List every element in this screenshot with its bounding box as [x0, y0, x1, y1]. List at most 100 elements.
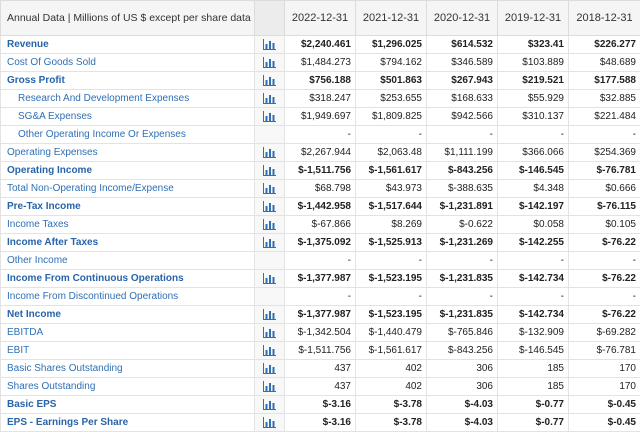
value-cell: $794.162 — [356, 54, 427, 72]
chart-icon-cell[interactable] — [255, 396, 285, 414]
value-cell: $-1,231.891 — [427, 198, 498, 216]
value-cell: $-1,523.195 — [356, 270, 427, 288]
chart-icon-cell[interactable] — [255, 342, 285, 360]
row-label-link[interactable]: Cost Of Goods Sold — [1, 54, 255, 72]
chart-icon-cell[interactable] — [255, 360, 285, 378]
chart-icon-cell[interactable] — [255, 162, 285, 180]
value-cell: $-1,511.756 — [285, 162, 356, 180]
value-cell: - — [285, 288, 356, 306]
bar-chart-icon[interactable] — [263, 363, 276, 374]
value-cell: $-76.781 — [569, 162, 640, 180]
row-label-link[interactable]: Shares Outstanding — [1, 378, 255, 396]
row-label-link[interactable]: Operating Income — [1, 162, 255, 180]
table-row: Total Non-Operating Income/Expense$68.79… — [1, 180, 640, 198]
bar-chart-icon[interactable] — [263, 327, 276, 338]
row-label-link[interactable]: EBITDA — [1, 324, 255, 342]
bar-chart-icon[interactable] — [263, 381, 276, 392]
row-label-link[interactable]: Net Income — [1, 306, 255, 324]
row-label-link[interactable]: SG&A Expenses — [1, 108, 255, 126]
chart-icon-cell[interactable] — [255, 306, 285, 324]
chart-icon-cell[interactable] — [255, 54, 285, 72]
chart-icon-cell — [255, 252, 285, 270]
row-label-link[interactable]: Basic Shares Outstanding — [1, 360, 255, 378]
year-header: 2021-12-31 — [356, 1, 427, 36]
bar-chart-icon[interactable] — [263, 273, 276, 284]
row-label-link[interactable]: Basic EPS — [1, 396, 255, 414]
chart-icon-cell[interactable] — [255, 414, 285, 432]
bar-chart-icon[interactable] — [263, 39, 276, 50]
row-label-link[interactable]: Income Taxes — [1, 216, 255, 234]
bar-chart-icon[interactable] — [263, 417, 276, 428]
value-cell: $942.566 — [427, 108, 498, 126]
table-header-icon-column — [255, 1, 285, 36]
chart-icon-cell — [255, 126, 285, 144]
table-row: Operating Expenses$2,267.944$2,063.48$1,… — [1, 144, 640, 162]
bar-chart-icon[interactable] — [263, 57, 276, 68]
row-label-link[interactable]: Operating Expenses — [1, 144, 255, 162]
table-row: Operating Income$-1,511.756$-1,561.617$-… — [1, 162, 640, 180]
chart-icon-cell[interactable] — [255, 324, 285, 342]
chart-icon-cell[interactable] — [255, 72, 285, 90]
bar-chart-icon[interactable] — [263, 111, 276, 122]
value-cell: $-3.16 — [285, 414, 356, 432]
chart-icon-cell[interactable] — [255, 180, 285, 198]
value-cell: $2,240.461 — [285, 36, 356, 54]
row-label-link[interactable]: Other Operating Income Or Expenses — [1, 126, 255, 144]
value-cell: - — [356, 126, 427, 144]
year-header: 2018-12-31 — [569, 1, 640, 36]
bar-chart-icon[interactable] — [263, 183, 276, 194]
bar-chart-icon[interactable] — [263, 165, 276, 176]
chart-icon-cell[interactable] — [255, 270, 285, 288]
chart-icon-cell[interactable] — [255, 90, 285, 108]
bar-chart-icon[interactable] — [263, 201, 276, 212]
row-label-link[interactable]: Research And Development Expenses — [1, 90, 255, 108]
year-header: 2020-12-31 — [427, 1, 498, 36]
chart-icon-cell[interactable] — [255, 198, 285, 216]
chart-icon-cell[interactable] — [255, 216, 285, 234]
value-cell: - — [569, 288, 640, 306]
table-row: Revenue$2,240.461$1,296.025$614.532$323.… — [1, 36, 640, 54]
bar-chart-icon[interactable] — [263, 237, 276, 248]
row-label-link[interactable]: Gross Profit — [1, 72, 255, 90]
chart-icon-cell[interactable] — [255, 378, 285, 396]
chart-icon-cell[interactable] — [255, 234, 285, 252]
bar-chart-icon[interactable] — [263, 93, 276, 104]
value-cell: $-3.78 — [356, 396, 427, 414]
value-cell: $32.885 — [569, 90, 640, 108]
value-cell: $-388.635 — [427, 180, 498, 198]
value-cell: $43.973 — [356, 180, 427, 198]
bar-chart-icon[interactable] — [263, 75, 276, 86]
value-cell: $-1,523.195 — [356, 306, 427, 324]
bar-chart-icon[interactable] — [263, 399, 276, 410]
row-label-link[interactable]: Income From Continuous Operations — [1, 270, 255, 288]
value-cell: $-1,231.835 — [427, 270, 498, 288]
bar-chart-icon[interactable] — [263, 345, 276, 356]
table-row: Cost Of Goods Sold$1,484.273$794.162$346… — [1, 54, 640, 72]
table-row: Other Income----- — [1, 252, 640, 270]
row-label-link[interactable]: Other Income — [1, 252, 255, 270]
value-cell: 402 — [356, 360, 427, 378]
value-cell: $-1,525.913 — [356, 234, 427, 252]
value-cell: $-1,561.617 — [356, 342, 427, 360]
row-label-link[interactable]: Revenue — [1, 36, 255, 54]
row-label-link[interactable]: Total Non-Operating Income/Expense — [1, 180, 255, 198]
row-label-link[interactable]: Income After Taxes — [1, 234, 255, 252]
bar-chart-icon[interactable] — [263, 309, 276, 320]
value-cell: $-1,231.269 — [427, 234, 498, 252]
chart-icon-cell[interactable] — [255, 144, 285, 162]
bar-chart-icon[interactable] — [263, 147, 276, 158]
row-label-link[interactable]: EPS - Earnings Per Share — [1, 414, 255, 432]
value-cell: $254.369 — [569, 144, 640, 162]
value-cell: 402 — [356, 378, 427, 396]
value-cell: $2,267.944 — [285, 144, 356, 162]
value-cell: $-142.255 — [498, 234, 569, 252]
value-cell: $0.666 — [569, 180, 640, 198]
row-label-link[interactable]: Pre-Tax Income — [1, 198, 255, 216]
row-label-link[interactable]: Income From Discontinued Operations — [1, 288, 255, 306]
bar-chart-icon[interactable] — [263, 219, 276, 230]
value-cell: $-76.115 — [569, 198, 640, 216]
chart-icon-cell[interactable] — [255, 108, 285, 126]
value-cell: $221.484 — [569, 108, 640, 126]
row-label-link[interactable]: EBIT — [1, 342, 255, 360]
chart-icon-cell[interactable] — [255, 36, 285, 54]
